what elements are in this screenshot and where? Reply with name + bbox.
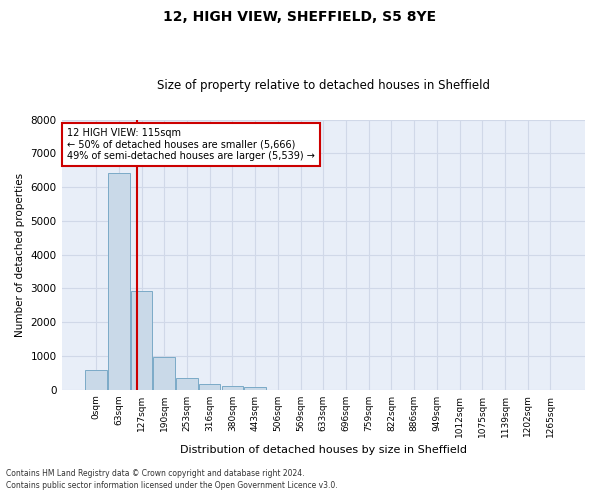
Bar bbox=[85, 370, 107, 390]
Text: 12, HIGH VIEW, SHEFFIELD, S5 8YE: 12, HIGH VIEW, SHEFFIELD, S5 8YE bbox=[163, 10, 437, 24]
Bar bbox=[108, 172, 130, 390]
Bar bbox=[221, 386, 243, 390]
Bar bbox=[131, 291, 152, 390]
X-axis label: Distribution of detached houses by size in Sheffield: Distribution of detached houses by size … bbox=[180, 445, 467, 455]
Text: 12 HIGH VIEW: 115sqm
← 50% of detached houses are smaller (5,666)
49% of semi-de: 12 HIGH VIEW: 115sqm ← 50% of detached h… bbox=[67, 128, 314, 161]
Y-axis label: Number of detached properties: Number of detached properties bbox=[15, 172, 25, 336]
Title: Size of property relative to detached houses in Sheffield: Size of property relative to detached ho… bbox=[157, 79, 490, 92]
Bar bbox=[199, 384, 220, 390]
Text: Contains HM Land Registry data © Crown copyright and database right 2024.
Contai: Contains HM Land Registry data © Crown c… bbox=[6, 468, 338, 490]
Bar bbox=[154, 356, 175, 390]
Bar bbox=[244, 388, 266, 390]
Bar bbox=[176, 378, 198, 390]
